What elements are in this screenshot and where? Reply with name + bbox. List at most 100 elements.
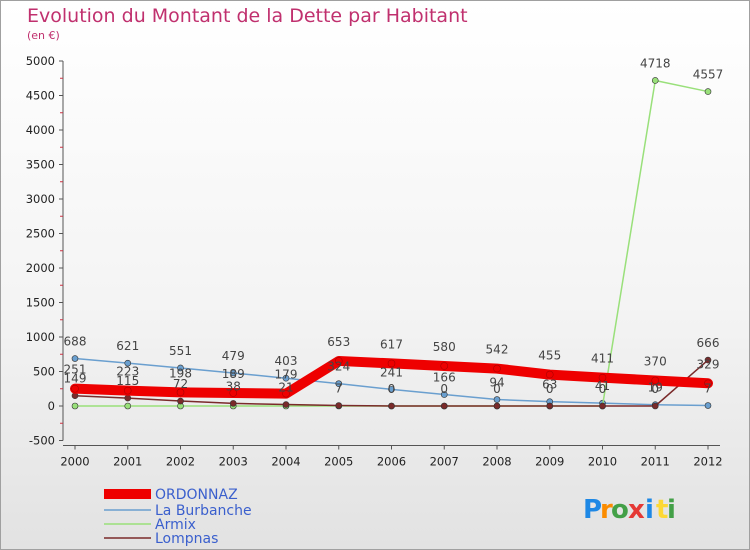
y-tick-label: 500 (33, 365, 55, 379)
data-label: 179 (275, 368, 298, 382)
data-point (704, 402, 712, 409)
data-point (177, 364, 184, 372)
chart-subtitle: (en €) (27, 29, 60, 42)
data-point (71, 355, 79, 362)
data-label: 7 (704, 382, 712, 396)
logo-letter: x (628, 495, 645, 525)
y-tick-label: 4500 (26, 89, 55, 103)
data-label: 666 (697, 336, 720, 350)
data-point (388, 402, 395, 410)
data-label: 0 (388, 382, 396, 396)
x-tick-label: 2006 (377, 455, 406, 469)
y-tick-label: 2000 (26, 261, 55, 275)
logo-letter: t (656, 495, 668, 525)
data-label: 551 (169, 344, 192, 358)
data-label: 617 (380, 337, 403, 351)
data-label: 0 (493, 382, 501, 396)
x-tick-label: 2002 (166, 455, 195, 469)
data-point (599, 402, 606, 410)
x-tick-label: 2008 (482, 455, 511, 469)
data-point (71, 402, 79, 410)
data-label: 403 (275, 354, 298, 368)
data-label: 0 (440, 382, 448, 396)
data-point (177, 397, 184, 405)
data-point (651, 402, 659, 410)
y-tick-label: 5000 (26, 54, 55, 68)
logo-letter: i (667, 495, 676, 525)
data-point (229, 400, 237, 407)
logo-letter: i (645, 495, 654, 525)
data-point (651, 376, 660, 385)
data-point (493, 402, 501, 410)
logo-letter: P (583, 495, 602, 525)
data-point (176, 388, 185, 397)
data-point (282, 389, 290, 398)
legend-label: La Burbanche (155, 503, 252, 519)
data-label: 0 (599, 382, 607, 396)
y-tick-label: -500 (29, 434, 55, 448)
data-label: 94 (489, 376, 504, 390)
x-tick-label: 2012 (693, 455, 722, 469)
x-tick-label: 2005 (324, 455, 353, 469)
y-tick-label: 3000 (26, 192, 55, 206)
data-point (440, 391, 448, 398)
data-point (387, 359, 396, 368)
data-point (229, 389, 238, 397)
logo-letter: r (600, 495, 613, 525)
y-tick-label: 4000 (26, 123, 55, 137)
data-label: 149 (64, 372, 87, 386)
data-label: 19 (648, 381, 663, 395)
data-label: 241 (380, 365, 403, 379)
y-tick-label: 1500 (26, 296, 55, 310)
data-point (651, 77, 659, 84)
data-point (335, 402, 343, 409)
x-tick-label: 2001 (113, 455, 142, 469)
data-label: 370 (644, 354, 667, 368)
data-point (704, 379, 712, 388)
data-point (334, 357, 343, 365)
data-point (282, 374, 290, 382)
data-label: 115 (116, 374, 139, 388)
chart-title: Evolution du Montant de la Dette par Hab… (27, 5, 468, 27)
data-label: 0 (546, 382, 554, 396)
data-point (229, 369, 237, 377)
data-label: 4718 (640, 56, 671, 70)
data-point (545, 370, 554, 379)
data-point (124, 402, 132, 410)
data-point (598, 373, 607, 382)
data-point (124, 359, 132, 367)
data-label: 198 (169, 366, 192, 380)
data-point (71, 384, 79, 393)
logo-letter: o (611, 495, 629, 525)
data-label: 455 (538, 349, 561, 363)
data-point (704, 356, 712, 364)
data-label: 324 (327, 360, 350, 374)
x-tick-label: 2003 (219, 455, 248, 469)
data-label: 542 (486, 343, 509, 357)
data-point (124, 394, 132, 402)
data-label: 223 (116, 365, 139, 379)
data-label: 688 (64, 335, 87, 349)
data-label: 329 (697, 357, 720, 371)
data-label: 7 (335, 382, 343, 396)
x-tick-label: 2007 (430, 455, 459, 469)
data-label: 63 (542, 378, 557, 392)
legend-label: Lompnas (155, 531, 218, 547)
data-label: 21 (278, 381, 293, 395)
y-tick-label: 1000 (26, 330, 55, 344)
x-tick-label: 2011 (641, 455, 670, 469)
y-tick-label: 0 (48, 399, 55, 413)
data-label: 38 (226, 379, 241, 393)
legend-label: Armix (155, 517, 196, 533)
y-tick-label: 3500 (26, 158, 55, 172)
data-label: 580 (433, 340, 456, 354)
data-label: 479 (222, 349, 245, 363)
data-label: 72 (173, 377, 188, 391)
data-label: 621 (116, 339, 139, 353)
data-point (493, 396, 501, 403)
data-point (388, 386, 395, 393)
y-tick-label: 2500 (26, 227, 55, 241)
data-point (493, 364, 501, 373)
data-label: 41 (595, 379, 610, 393)
